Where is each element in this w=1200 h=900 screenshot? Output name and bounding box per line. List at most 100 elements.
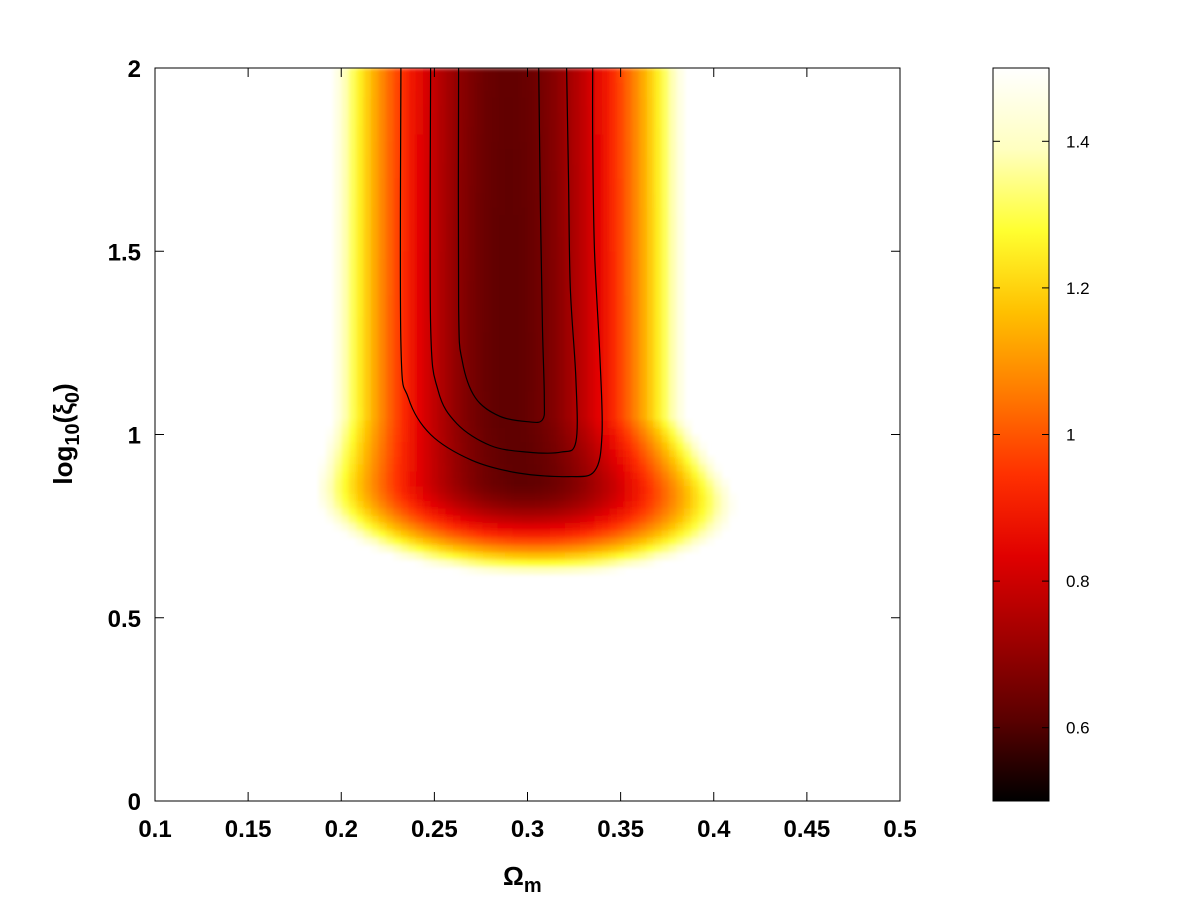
y-tick-label: 2 (128, 56, 141, 83)
heatmap-cell (512, 302, 521, 311)
heatmap-cell (631, 331, 640, 340)
heatmap-cell (669, 463, 678, 472)
heatmap-cell (385, 537, 394, 546)
heatmap-cell (423, 273, 432, 282)
heatmap-cell (654, 375, 663, 384)
heatmap-cell (490, 221, 499, 230)
heatmap-cell (564, 361, 573, 370)
heatmap-cell (445, 155, 454, 164)
heatmap-cell (557, 185, 566, 194)
heatmap-cell (512, 236, 521, 245)
heatmap-cell (400, 68, 409, 76)
heatmap-cell (490, 390, 499, 399)
heatmap-cell (654, 551, 663, 560)
heatmap-cell (639, 551, 648, 560)
heatmap-cell (408, 485, 417, 494)
heatmap-cell (654, 353, 663, 362)
heatmap-cell (318, 478, 327, 487)
heatmap-cell (534, 236, 543, 245)
heatmap-cell (348, 214, 357, 223)
heatmap-cell (512, 170, 521, 179)
heatmap-cell (639, 199, 648, 208)
heatmap-cell (557, 397, 566, 406)
heatmap-cell (602, 119, 611, 128)
heatmap-cell (654, 287, 663, 296)
heatmap-cell (348, 449, 357, 458)
heatmap-cell (676, 515, 685, 524)
heatmap-cell (430, 221, 439, 230)
heatmap-cell (534, 243, 543, 252)
heatmap-cell (438, 133, 447, 142)
heatmap-cell (415, 295, 424, 304)
heatmap-cell (371, 148, 380, 157)
heatmap-cell (423, 243, 432, 252)
heatmap-cell (542, 287, 551, 296)
heatmap-cell (482, 273, 491, 282)
heatmap-cell (616, 89, 625, 98)
heatmap-cell (661, 273, 670, 282)
heatmap-cell (639, 75, 648, 84)
heatmap-cell (378, 155, 387, 164)
heatmap-cell (557, 229, 566, 238)
heatmap-cell (423, 346, 432, 355)
heatmap-cell (564, 383, 573, 392)
heatmap-cell (542, 111, 551, 120)
heatmap-cell (609, 251, 618, 260)
heatmap-cell (669, 229, 678, 238)
heatmap-cell (549, 111, 558, 120)
heatmap-cell (669, 500, 678, 509)
heatmap-cell (475, 544, 484, 553)
heatmap-cell (572, 133, 581, 142)
heatmap-cell (534, 185, 543, 194)
y-axis-ticks: 00.511.52 (108, 56, 900, 816)
heatmap-cell (415, 361, 424, 370)
heatmap-cell (408, 419, 417, 428)
heatmap-cell (527, 111, 536, 120)
heatmap-cell (415, 456, 424, 465)
heatmap-cell (408, 89, 417, 98)
heatmap-cell (579, 251, 588, 260)
heatmap-cell (378, 75, 387, 84)
heatmap-cell (348, 463, 357, 472)
heatmap-cell (415, 522, 424, 531)
heatmap-cell (423, 133, 432, 142)
heatmap-cell (602, 478, 611, 487)
heatmap-cell (527, 295, 536, 304)
heatmap-cell (602, 163, 611, 172)
heatmap-cell (587, 456, 596, 465)
heatmap-cell (602, 559, 611, 568)
heatmap-cell (669, 75, 678, 84)
heatmap-cell (594, 89, 603, 98)
heatmap-cell (415, 331, 424, 340)
heatmap-cell (467, 163, 476, 172)
heatmap-cell (534, 221, 543, 230)
heatmap-cell (505, 82, 514, 91)
heatmap-cell (378, 331, 387, 340)
y-tick-label: 0 (128, 789, 141, 816)
heatmap-cell (624, 441, 633, 450)
heatmap-cell (609, 390, 618, 399)
heatmap-cell (527, 566, 536, 575)
heatmap-cell (453, 485, 462, 494)
heatmap-cell (400, 89, 409, 98)
heatmap-cell (721, 493, 730, 502)
heatmap-cell (356, 185, 365, 194)
heatmap-cell (572, 75, 581, 84)
heatmap-cell (594, 258, 603, 267)
heatmap-cell (430, 133, 439, 142)
heatmap-cell (564, 559, 573, 568)
heatmap-cell (333, 280, 342, 289)
heatmap-cell (378, 390, 387, 399)
heatmap-cell (602, 537, 611, 546)
heatmap-cell (669, 493, 678, 502)
heatmap-cell (609, 185, 618, 194)
heatmap-cell (616, 544, 625, 553)
heatmap-cell (430, 243, 439, 252)
heatmap-cell (415, 104, 424, 113)
heatmap-cell (572, 163, 581, 172)
heatmap-cell (527, 331, 536, 340)
heatmap-cell (616, 419, 625, 428)
heatmap-cell (542, 185, 551, 194)
heatmap-cell (356, 295, 365, 304)
heatmap-cell (616, 111, 625, 120)
